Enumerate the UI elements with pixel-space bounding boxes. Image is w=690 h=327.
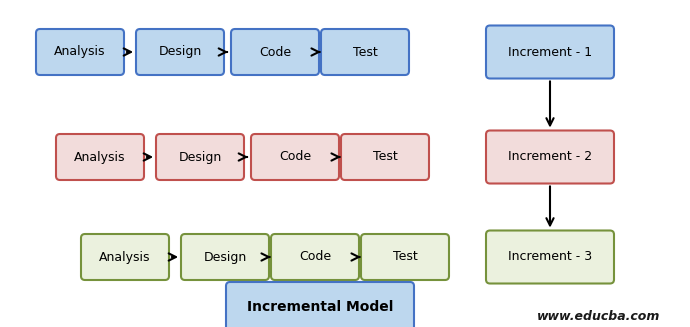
FancyBboxPatch shape xyxy=(486,130,614,183)
FancyBboxPatch shape xyxy=(486,231,614,284)
Text: Increment - 3: Increment - 3 xyxy=(508,250,592,264)
Text: Test: Test xyxy=(373,150,397,164)
Text: Design: Design xyxy=(179,150,221,164)
Text: Increment - 2: Increment - 2 xyxy=(508,150,592,164)
FancyBboxPatch shape xyxy=(321,29,409,75)
Text: Increment - 1: Increment - 1 xyxy=(508,45,592,59)
FancyBboxPatch shape xyxy=(341,134,429,180)
Text: Code: Code xyxy=(299,250,331,264)
Text: Test: Test xyxy=(393,250,417,264)
Text: Analysis: Analysis xyxy=(55,45,106,59)
FancyBboxPatch shape xyxy=(486,26,614,78)
Text: Design: Design xyxy=(159,45,201,59)
FancyBboxPatch shape xyxy=(231,29,319,75)
FancyBboxPatch shape xyxy=(36,29,124,75)
FancyBboxPatch shape xyxy=(81,234,169,280)
Text: Test: Test xyxy=(353,45,377,59)
FancyBboxPatch shape xyxy=(271,234,359,280)
FancyBboxPatch shape xyxy=(226,282,414,327)
FancyBboxPatch shape xyxy=(361,234,449,280)
Text: Incremental Model: Incremental Model xyxy=(247,300,393,314)
Text: Analysis: Analysis xyxy=(75,150,126,164)
Text: Design: Design xyxy=(204,250,246,264)
Text: Code: Code xyxy=(259,45,291,59)
FancyBboxPatch shape xyxy=(181,234,269,280)
Text: Code: Code xyxy=(279,150,311,164)
FancyBboxPatch shape xyxy=(136,29,224,75)
FancyBboxPatch shape xyxy=(56,134,144,180)
FancyBboxPatch shape xyxy=(156,134,244,180)
FancyBboxPatch shape xyxy=(251,134,339,180)
Text: www.educba.com: www.educba.com xyxy=(537,310,660,323)
Text: Analysis: Analysis xyxy=(99,250,150,264)
